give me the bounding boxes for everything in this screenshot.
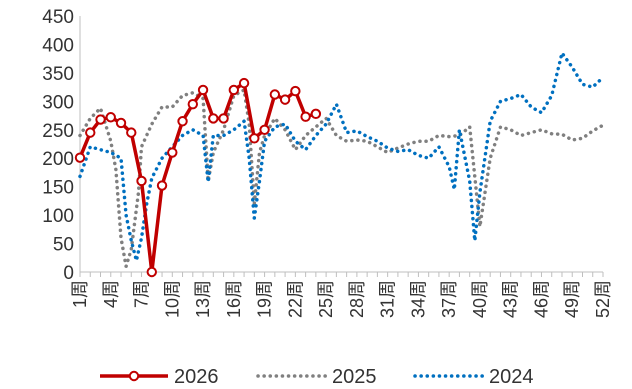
legend-label: 2025	[332, 366, 377, 388]
data-point-2026	[115, 117, 127, 129]
x-tick-label: 4周	[101, 280, 121, 308]
data-point-2026	[208, 113, 219, 124]
data-point-2026	[146, 266, 157, 278]
legend-marker	[128, 370, 140, 382]
data-point-2026	[249, 133, 260, 144]
x-tick-label: 28周	[347, 280, 367, 318]
series-line-2024	[78, 51, 605, 263]
data-point-2026	[310, 108, 322, 120]
data-point-2026	[197, 84, 209, 96]
series-layer	[74, 51, 605, 278]
data-point-2026	[95, 114, 106, 125]
x-tick-label: 25周	[316, 280, 336, 318]
y-tick-label: 350	[42, 64, 74, 85]
data-point-2026	[136, 175, 147, 187]
data-point-2026	[177, 116, 188, 127]
data-point-2026	[187, 98, 199, 110]
x-tick-label: 19周	[255, 280, 275, 318]
y-tick-label: 50	[53, 235, 74, 256]
y-tick-label: 300	[42, 92, 74, 113]
data-point-2026	[105, 112, 116, 123]
data-point-2026	[167, 147, 178, 158]
x-tick-label: 49周	[562, 280, 582, 318]
data-point-2026	[279, 94, 291, 105]
data-point-2026	[74, 152, 86, 163]
y-tick-label: 200	[42, 149, 74, 170]
data-point-2026	[259, 124, 270, 135]
y-tick-label: 0	[63, 263, 74, 284]
data-point-2026	[218, 113, 229, 124]
legend-item-2024: 2024	[413, 366, 534, 388]
x-tick-label: 34周	[408, 280, 428, 318]
y-tick-label: 250	[42, 121, 74, 142]
data-point-2026	[228, 84, 240, 96]
x-tick-label: 16周	[224, 280, 244, 318]
legend: 2026 2025 2024	[100, 366, 534, 388]
series-2025	[78, 88, 605, 269]
x-tick-label: 31周	[378, 280, 398, 318]
y-tick-label: 400	[42, 35, 74, 56]
y-axis: 0 50 100 150 200 250 300 350 400 450	[42, 7, 81, 284]
legend-label: 2024	[489, 366, 534, 388]
data-point-2026	[156, 180, 168, 191]
x-tick-label: 22周	[285, 280, 305, 318]
data-point-2026	[238, 77, 250, 89]
data-point-2026	[126, 127, 137, 138]
x-tick-label: 40周	[470, 280, 490, 318]
legend-item-2025: 2025	[256, 366, 377, 388]
y-tick-label: 450	[42, 7, 74, 28]
y-tick-label: 150	[42, 178, 74, 199]
data-point-2026	[269, 89, 281, 100]
x-tick-label: 10周	[162, 280, 182, 318]
series-line-2025	[78, 88, 605, 269]
x-tick-label: 52周	[593, 280, 613, 318]
y-tick-label: 100	[42, 206, 74, 227]
x-tick-label: 7周	[132, 280, 152, 308]
data-point-2026	[290, 85, 301, 97]
x-tick-label: 46周	[531, 280, 551, 318]
legend-label: 2026	[174, 366, 219, 388]
x-tick-label: 37周	[439, 280, 459, 318]
series-2026	[74, 77, 322, 278]
x-axis: 1周 4周 7周 10周 13周 16周 19周 22周 25周 28周 31周 34周 37周 40周 4…	[70, 271, 613, 318]
series-2024	[78, 51, 605, 263]
x-tick-label: 1周	[70, 280, 90, 308]
series-line-2026	[78, 81, 317, 274]
data-point-2026	[85, 127, 96, 138]
legend-item-2026: 2026	[100, 366, 219, 388]
x-tick-label: 43周	[501, 280, 521, 318]
data-point-2026	[300, 111, 311, 122]
x-tick-label: 13周	[193, 280, 213, 318]
